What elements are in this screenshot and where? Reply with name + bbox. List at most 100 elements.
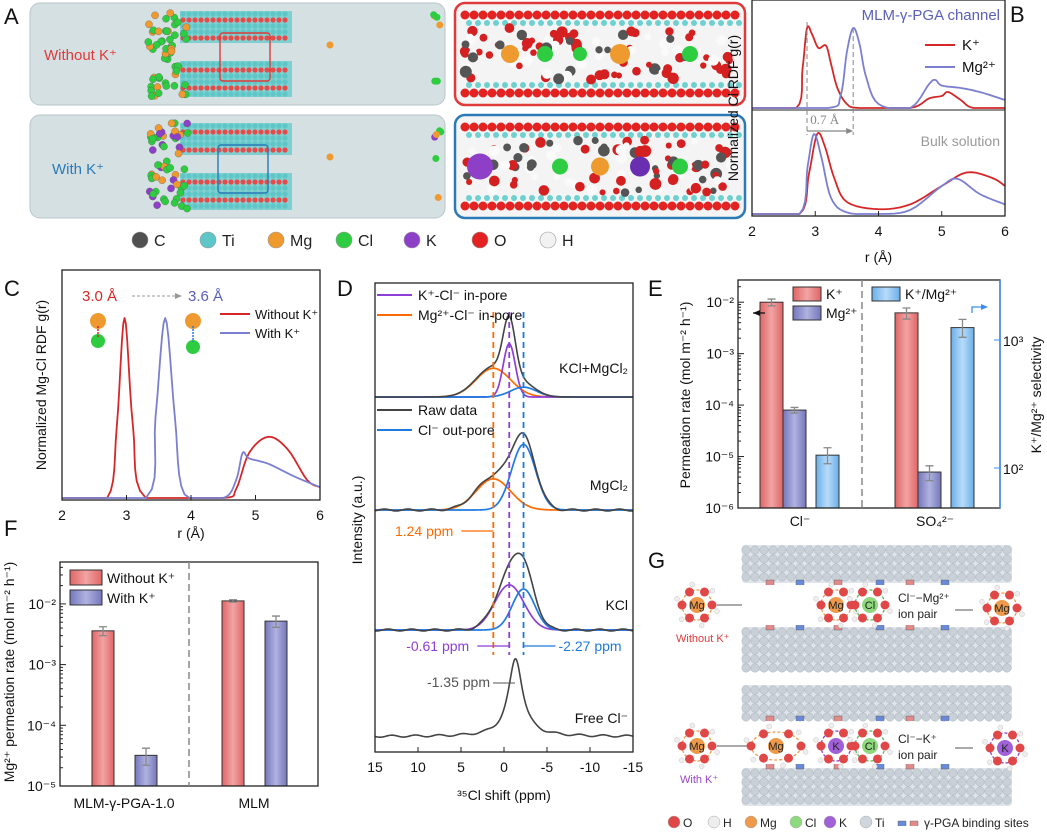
ti-atom (885, 554, 895, 564)
h-atom (709, 729, 716, 735)
ti-atom (993, 627, 1003, 637)
y-axis-label: Intensity (a.u.) (349, 476, 365, 565)
ti-atom (930, 645, 940, 655)
atom (736, 132, 742, 138)
error-bar (767, 298, 776, 307)
atom (222, 67, 228, 73)
atom (240, 73, 246, 79)
atom (186, 191, 192, 197)
atom (700, 20, 706, 26)
ti-atom (876, 703, 886, 713)
atom (565, 37, 574, 45)
atom (204, 67, 210, 73)
ion-sphere (171, 31, 179, 39)
ti-atom (912, 694, 922, 704)
o-atom (816, 741, 826, 751)
atom (532, 201, 542, 211)
atom (559, 10, 569, 20)
atom (652, 168, 660, 175)
atom (589, 172, 600, 184)
o-atom (858, 587, 867, 597)
atom (246, 129, 252, 135)
ti-atom (966, 563, 976, 573)
atom (192, 11, 198, 17)
atom (691, 195, 697, 201)
atom (577, 88, 587, 98)
atom (672, 45, 683, 56)
legend-swatch-h (539, 231, 557, 249)
atom (691, 138, 698, 145)
atom (565, 20, 571, 26)
atom (500, 160, 511, 171)
atom (228, 23, 234, 29)
atom (222, 23, 228, 29)
atom (258, 141, 264, 147)
atom (685, 122, 695, 132)
atom (619, 20, 625, 26)
atom (282, 91, 288, 97)
ti-atom (858, 545, 868, 555)
atom (507, 160, 518, 171)
atom (599, 69, 610, 80)
atom (198, 123, 204, 129)
ti-atom (894, 654, 904, 664)
ti-atom (921, 627, 931, 637)
ti-atom (849, 777, 859, 787)
atom (538, 82, 544, 88)
atom (649, 201, 659, 211)
atom (210, 73, 216, 79)
ti-atom (894, 663, 904, 673)
atom (664, 132, 670, 138)
atom (216, 197, 222, 203)
ti-atom (849, 545, 859, 555)
atom (186, 197, 192, 203)
shift-label-k: -0.61 ppm (406, 638, 469, 654)
ti-atom (750, 685, 760, 695)
ti-atom (975, 554, 985, 564)
ti-atom (948, 645, 958, 655)
ti-atom (858, 685, 868, 695)
ti-atom (885, 703, 895, 713)
atom (736, 20, 742, 26)
ti-atom (885, 777, 895, 787)
ti-atom (813, 703, 823, 713)
atom (535, 137, 546, 148)
o-atom (685, 728, 694, 738)
fit-component (375, 588, 633, 631)
atom (240, 29, 246, 35)
atom (496, 88, 506, 98)
ti-atom (831, 545, 841, 555)
ti-atom (804, 654, 814, 664)
ti-atom (948, 768, 958, 778)
ti-atom (894, 627, 904, 637)
ion-label: Mg (689, 741, 704, 753)
atom (246, 73, 252, 79)
atom (264, 85, 270, 91)
ion-sphere (167, 47, 176, 56)
atom (264, 73, 270, 79)
atom (484, 82, 490, 88)
ti-atom (786, 627, 796, 637)
ti-atom (966, 554, 976, 564)
legend-label: K⁺-Cl⁻ in-pore (418, 287, 508, 303)
ti-atom (930, 627, 940, 637)
ti-atom (894, 712, 904, 722)
atom (210, 135, 216, 141)
atom (673, 132, 679, 138)
ti-atom (777, 572, 787, 582)
h-atom (887, 608, 893, 614)
atom (615, 152, 628, 164)
atom (631, 10, 641, 20)
x-tick-label: 2 (58, 507, 66, 523)
atom (246, 23, 252, 29)
atom (246, 135, 252, 141)
ti-atom (759, 636, 769, 646)
ti-atom (984, 627, 994, 637)
ti-atom (957, 694, 967, 704)
raw-data-curve (374, 552, 634, 632)
ion-sphere (432, 155, 440, 163)
ti-atom (903, 663, 913, 673)
atom (198, 203, 204, 209)
ti-atom (921, 694, 931, 704)
